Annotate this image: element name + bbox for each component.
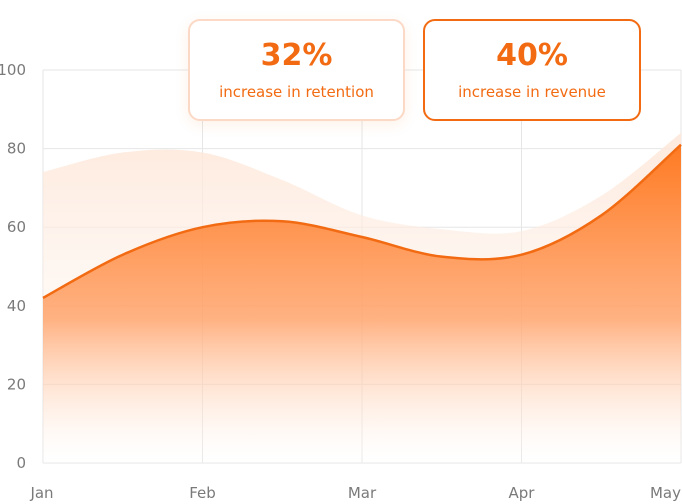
y-tick-label: 100: [0, 61, 26, 79]
x-tick-label: Mar: [348, 484, 377, 502]
revenue-label: increase in revenue: [458, 83, 606, 101]
retention-label: increase in retention: [219, 83, 374, 101]
main-series-line: [42, 143, 682, 300]
y-tick-label: 0: [16, 454, 26, 472]
x-tick-label: May: [650, 484, 681, 502]
y-tick-label: 20: [7, 375, 26, 393]
retention-callout: 32% increase in retention: [188, 19, 405, 121]
x-tick-label: Jan: [29, 484, 53, 502]
main-series-area: [43, 144, 681, 464]
y-tick-label: 60: [7, 218, 26, 236]
x-tick-label: Apr: [509, 484, 536, 502]
x-axis: Jan Feb Mar Apr May: [29, 484, 681, 502]
series-areas: [42, 132, 682, 464]
retention-value: 32%: [260, 38, 333, 73]
y-tick-label: 80: [7, 140, 26, 158]
revenue-value: 40%: [496, 38, 568, 73]
revenue-callout: 40% increase in revenue: [423, 19, 641, 121]
y-tick-label: 40: [7, 297, 26, 315]
y-axis: 0 20 40 60 80 100: [0, 61, 26, 472]
x-tick-label: Feb: [189, 484, 216, 502]
